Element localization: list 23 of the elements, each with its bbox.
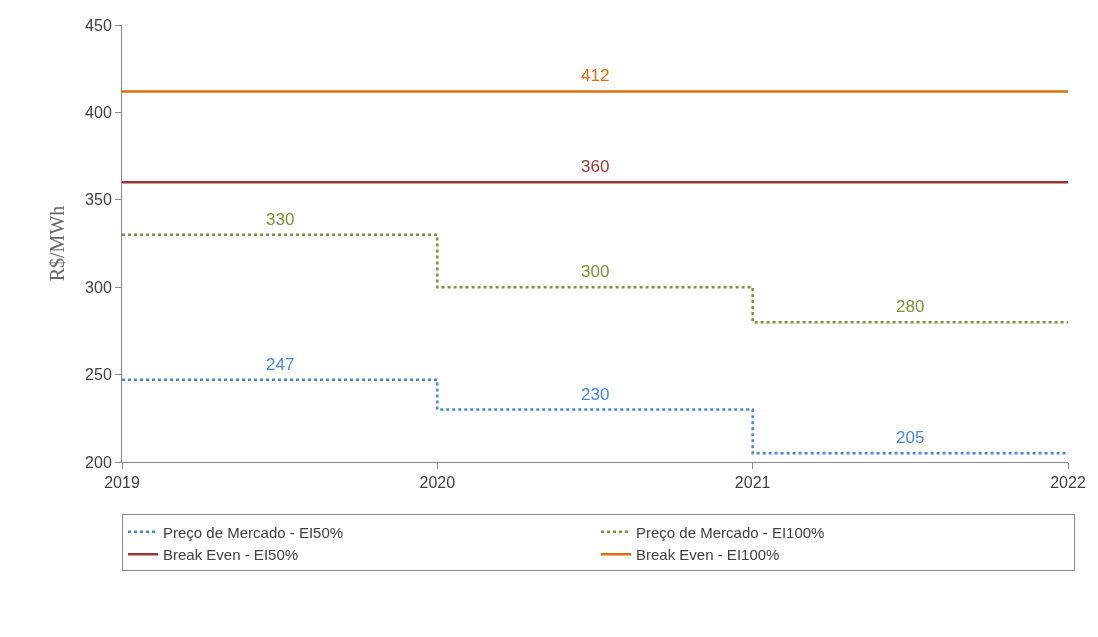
annotation: 280	[896, 297, 925, 316]
x-tick-label: 2021	[734, 474, 771, 492]
legend-label: Preço de Mercado - EI100%	[636, 523, 825, 541]
y-tick-label: 300	[85, 278, 112, 296]
annotation: 412	[581, 66, 610, 85]
y-tick-label: 350	[85, 191, 112, 209]
legend-label: Break Even - EI100%	[636, 546, 780, 564]
annotation: 247	[266, 355, 295, 374]
legend-label: Preço de Mercado - EI50%	[163, 523, 344, 541]
x-tick-label: 2022	[1050, 474, 1086, 492]
legend-label: Break Even - EI50%	[163, 546, 299, 564]
annotation: 300	[581, 262, 610, 281]
y-tick-label: 450	[85, 16, 112, 34]
annotation: 330	[266, 210, 295, 229]
annotation: 360	[581, 157, 610, 176]
annotation: 205	[896, 428, 925, 447]
y-tick-label: 200	[85, 453, 112, 471]
x-tick-label: 2020	[419, 474, 456, 492]
y-tick-label: 250	[85, 366, 112, 384]
y-axis-title: R$/MWh	[45, 205, 68, 282]
x-tick-label: 2019	[104, 474, 140, 492]
annotation: 230	[581, 385, 610, 404]
y-tick-label: 400	[85, 104, 112, 121]
